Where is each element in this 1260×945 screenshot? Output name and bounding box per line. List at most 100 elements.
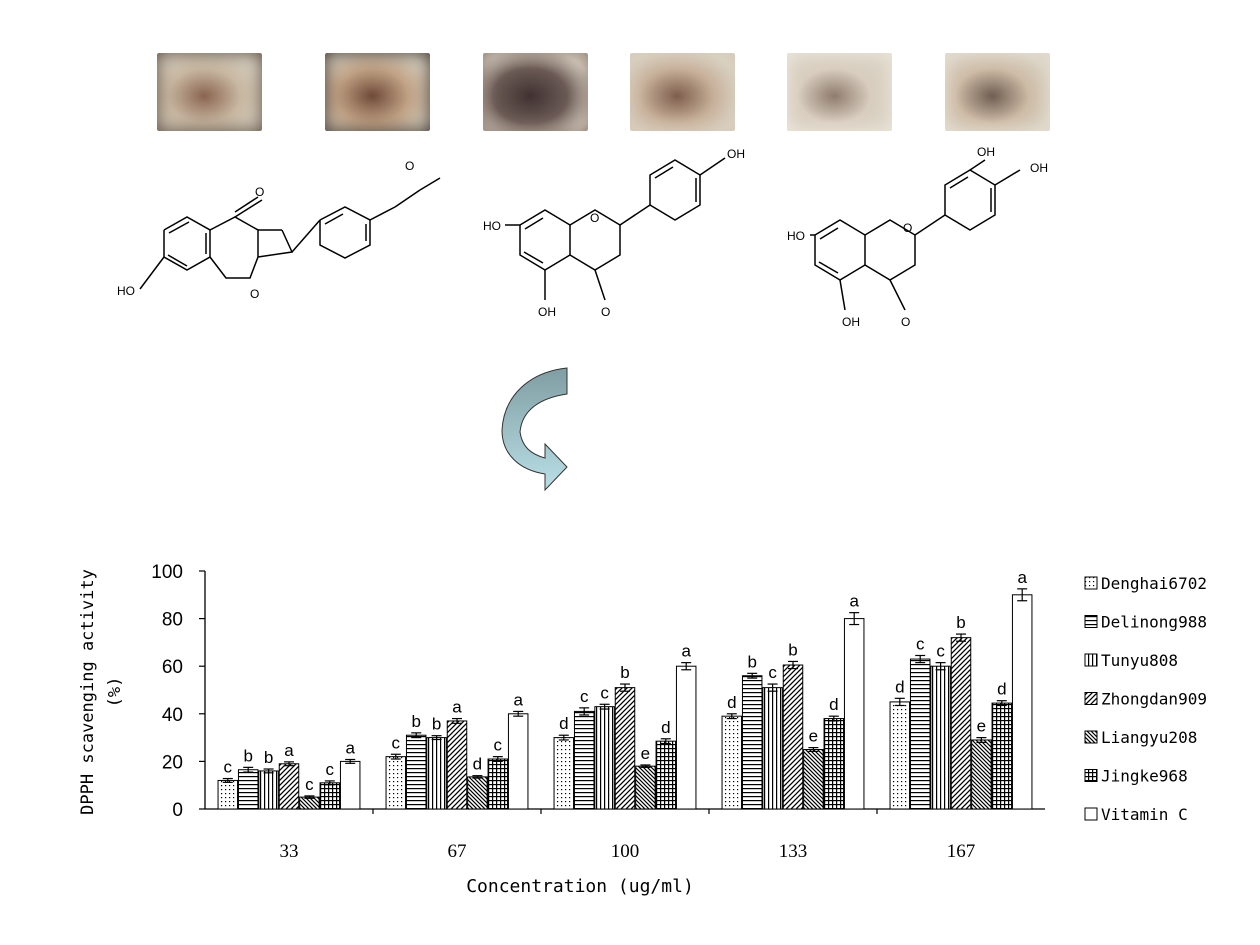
significance-letter: d xyxy=(997,680,1006,699)
significance-letter: c xyxy=(600,683,609,702)
x-tick-label: 100 xyxy=(611,841,640,862)
atom-label: OH xyxy=(538,305,556,319)
y-axis-label: DPPH scavenging activity xyxy=(78,569,98,815)
legend-label: Denghai6702 xyxy=(1101,574,1207,593)
significance-letter: a xyxy=(452,698,462,717)
dpph-bar-chart: DPPH scavenging activity (%) Concentrati… xyxy=(78,562,1207,897)
y-tick-label: 40 xyxy=(162,705,183,726)
legend-swatch xyxy=(1084,692,1098,705)
bar-jingke968 xyxy=(991,702,1013,810)
significance-letter: c xyxy=(916,634,925,653)
bar-denghai6702 xyxy=(217,779,239,810)
legend-swatch xyxy=(1084,653,1098,667)
atom-labels: O O O HO OH O HO OH O OH OH O HO OH O xyxy=(117,145,1048,329)
bar-vitamin-c xyxy=(339,760,361,810)
chemical-structures: O O O HO OH O HO OH O OH OH O HO OH O xyxy=(117,145,1048,329)
significance-letter: d xyxy=(727,693,736,712)
x-tick-label: 67 xyxy=(448,841,467,862)
y-tick-label: 0 xyxy=(172,800,183,821)
bar-jingke968 xyxy=(823,718,845,810)
bar-delinong988 xyxy=(741,675,763,810)
significance-letter: a xyxy=(345,738,355,757)
bar-denghai6702 xyxy=(385,756,407,810)
bar-zhongdan909 xyxy=(782,664,804,810)
legend-label: Liangyu208 xyxy=(1101,728,1197,747)
atom-label: OH xyxy=(727,147,745,161)
atom-label: OH xyxy=(1030,161,1048,175)
significance-letter: d xyxy=(829,695,838,714)
bar-jingke968 xyxy=(487,758,509,810)
bar-zhongdan909 xyxy=(950,637,972,810)
bar-delinong988 xyxy=(573,710,595,810)
bar-tunyu808 xyxy=(426,737,447,810)
y-tick-label: 80 xyxy=(162,610,183,631)
significance-letter: c xyxy=(768,663,777,682)
sample-photo-3 xyxy=(483,53,588,131)
significance-letter: b xyxy=(956,613,965,632)
atom-label: O xyxy=(601,305,610,319)
atom-label: HO xyxy=(787,229,805,243)
structure-formononetin xyxy=(139,177,441,290)
bar-delinong988 xyxy=(405,734,427,810)
significance-letter: b xyxy=(411,712,420,731)
bar-vitamin-c xyxy=(675,665,697,810)
structure-eriodictyol xyxy=(810,159,1021,311)
significance-letter: b xyxy=(788,640,797,659)
significance-letter: a xyxy=(1017,568,1027,587)
significance-letter: c xyxy=(936,642,945,661)
significance-letter: c xyxy=(224,758,233,777)
significance-letter: d xyxy=(559,714,568,733)
atom-label: O xyxy=(901,315,910,329)
significance-letter: c xyxy=(580,687,589,706)
atom-label: OH xyxy=(977,145,995,159)
bar-jingke968 xyxy=(319,782,341,810)
legend-label: Vitamin C xyxy=(1101,805,1188,824)
bar-denghai6702 xyxy=(889,701,911,810)
chart-axes: 0 20 40 60 80 100 33 67 100 133 167 xyxy=(151,562,1045,862)
significance-letter: d xyxy=(661,718,670,737)
significance-letter: c xyxy=(392,733,401,752)
significance-letter: b xyxy=(243,746,252,765)
chart-legend: Denghai6702 Delinong988 Tunyu808 Zhongdan90… xyxy=(1084,574,1207,824)
significance-letter: c xyxy=(494,736,503,755)
curved-arrow-icon xyxy=(501,367,568,492)
bar-jingke968 xyxy=(655,740,677,810)
y-tick-label: 60 xyxy=(162,657,183,678)
legend-label: Jingke968 xyxy=(1101,767,1188,786)
legend-swatch xyxy=(1084,769,1098,782)
bar-liangyu208 xyxy=(803,749,824,810)
atom-label: OH xyxy=(842,315,860,329)
legend-label: Delinong988 xyxy=(1101,613,1207,632)
x-tick-label: 167 xyxy=(947,841,976,862)
legend-swatch xyxy=(1084,807,1098,821)
atom-label: O xyxy=(903,221,912,235)
bar-zhongdan909 xyxy=(446,720,468,810)
bar-zhongdan909 xyxy=(614,687,636,810)
significance-letter: b xyxy=(620,663,629,682)
significance-letter: a xyxy=(513,690,523,709)
significance-letter: d xyxy=(473,755,482,774)
bar-zhongdan909 xyxy=(278,763,300,810)
atom-label: O xyxy=(590,211,599,225)
bar-delinong988 xyxy=(909,658,931,810)
x-tick-label: 33 xyxy=(280,841,299,862)
sample-photo-6 xyxy=(945,53,1050,131)
bar-tunyu808 xyxy=(930,665,951,810)
significance-letter: c xyxy=(326,760,335,779)
x-tick-label: 133 xyxy=(779,841,808,862)
sample-photo-2 xyxy=(325,53,430,131)
bar-liangyu208 xyxy=(635,765,656,810)
atom-label: O xyxy=(250,287,259,301)
bar-denghai6702 xyxy=(721,715,743,810)
legend-label: Tunyu808 xyxy=(1101,651,1178,670)
y-axis-label-unit: (%) xyxy=(105,677,125,708)
bar-vitamin-c xyxy=(1011,594,1033,810)
legend-swatch xyxy=(1084,576,1098,590)
bar-liangyu208 xyxy=(467,776,488,810)
bar-vitamin-c xyxy=(843,618,865,810)
bar-tunyu808 xyxy=(762,687,783,810)
significance-letter: c xyxy=(305,775,314,794)
bar-vitamin-c xyxy=(507,713,529,810)
atom-label: O xyxy=(255,185,264,199)
